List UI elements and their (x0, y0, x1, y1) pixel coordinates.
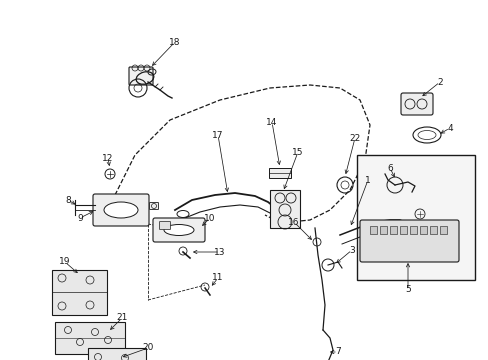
FancyBboxPatch shape (359, 220, 458, 262)
Bar (389, 226, 396, 234)
Ellipse shape (163, 225, 194, 235)
Text: 13: 13 (214, 248, 225, 257)
Bar (356, 155, 474, 280)
Bar (439, 226, 446, 234)
FancyBboxPatch shape (129, 67, 153, 85)
Text: 7: 7 (334, 347, 340, 356)
Text: 10: 10 (204, 213, 215, 222)
Ellipse shape (104, 202, 138, 218)
Text: 4: 4 (446, 123, 452, 132)
Text: 21: 21 (116, 314, 127, 323)
FancyBboxPatch shape (93, 194, 149, 226)
Bar (55, 322, 125, 354)
Text: 3: 3 (348, 246, 354, 255)
Text: 15: 15 (292, 148, 303, 157)
Text: 11: 11 (212, 274, 224, 283)
Text: 17: 17 (212, 131, 224, 140)
Text: 16: 16 (287, 217, 299, 226)
Bar (399, 226, 406, 234)
Bar (419, 226, 426, 234)
Text: 2: 2 (436, 77, 442, 86)
Text: 22: 22 (348, 134, 360, 143)
Text: 20: 20 (142, 343, 153, 352)
Text: 5: 5 (404, 285, 410, 294)
Text: 12: 12 (102, 153, 113, 162)
Text: 1: 1 (365, 176, 370, 185)
Bar (88, 348, 146, 360)
Text: 8: 8 (65, 195, 71, 204)
Text: 18: 18 (169, 37, 181, 46)
Text: 9: 9 (77, 213, 82, 222)
Bar (379, 226, 386, 234)
FancyBboxPatch shape (153, 218, 204, 242)
FancyBboxPatch shape (400, 93, 432, 115)
FancyBboxPatch shape (159, 221, 170, 230)
FancyBboxPatch shape (149, 202, 158, 210)
Text: 14: 14 (266, 117, 277, 126)
Bar (269, 190, 299, 228)
Bar (409, 226, 416, 234)
Text: 6: 6 (386, 163, 392, 172)
Text: 19: 19 (59, 257, 71, 266)
Bar (268, 168, 290, 178)
Bar (429, 226, 436, 234)
Bar (52, 270, 107, 315)
Bar (369, 226, 376, 234)
